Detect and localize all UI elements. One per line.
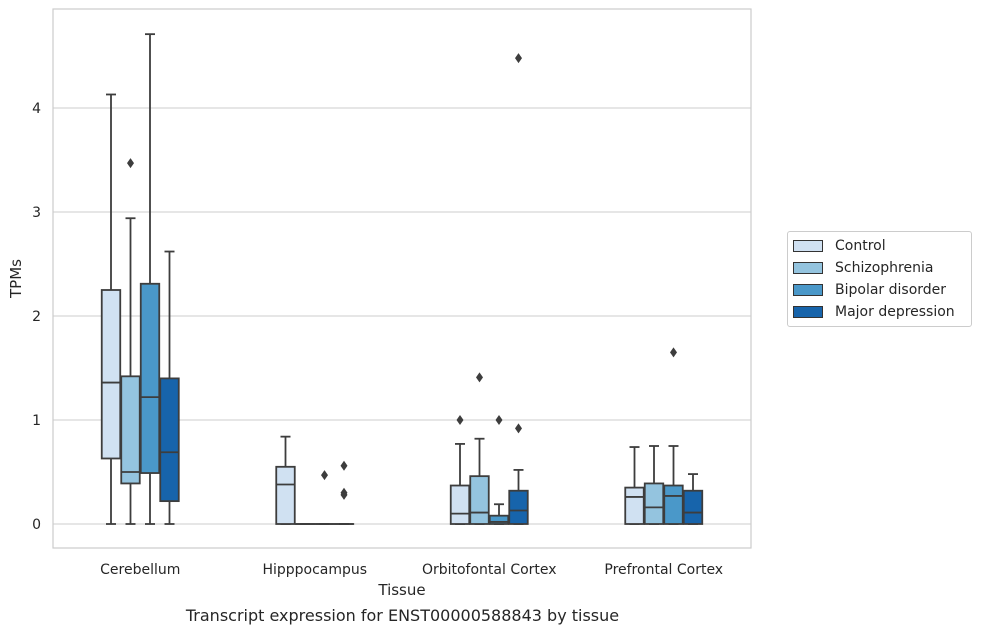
outlier-point (495, 415, 503, 425)
legend-label-major-depression: Major depression (835, 304, 955, 320)
box-iqr (159, 377, 180, 503)
legend-swatch-bipolar-disorder (793, 284, 823, 296)
box-iqr (624, 486, 645, 525)
box-iqr (488, 514, 510, 525)
x-tick-label: Cerebellum (100, 562, 180, 578)
outlier-point (456, 415, 464, 425)
legend-label-control: Control (835, 238, 886, 254)
box-iqr (643, 482, 665, 525)
legend-item-schizophrenia: Schizophrenia (793, 258, 933, 278)
outlier-point (670, 347, 677, 358)
box-iqr (449, 484, 471, 525)
y-tick-label: 0 (32, 517, 41, 533)
legend-swatch-schizophrenia (793, 262, 823, 274)
box-iqr (508, 489, 529, 525)
plot-frame (52, 8, 752, 549)
legend-label-bipolar-disorder: Bipolar disorder (835, 282, 947, 298)
box-control-3 (624, 446, 645, 525)
outlier-point (476, 372, 483, 383)
outlier-point (515, 53, 522, 64)
x-tick-label: Hipppocampus (262, 562, 367, 578)
y-tick-label: 1 (32, 413, 41, 429)
box-control-1 (275, 435, 296, 525)
outlier-point (340, 489, 348, 500)
outlier-point (515, 423, 522, 434)
outlier-point (340, 460, 348, 471)
box-schizophrenia-0 (120, 158, 141, 525)
legend-item-bipolar-disorder: Bipolar disorder (793, 280, 946, 300)
box-major-depression-0 (159, 250, 180, 525)
box-iqr (275, 465, 296, 525)
box-iqr (120, 375, 141, 485)
box-major-depression-1 (333, 460, 355, 525)
outlier-point (321, 470, 328, 481)
x-tick-label: Prefrontal Cortex (604, 562, 723, 578)
legend-label-schizophrenia: Schizophrenia (835, 260, 934, 276)
box-control-0 (100, 93, 122, 525)
box-major-depression-2 (508, 53, 529, 525)
box-bipolar-disorder-0 (139, 33, 161, 525)
box-major-depression-3 (682, 473, 704, 525)
box-iqr (139, 282, 161, 474)
box-bipolar-disorder-1 (314, 470, 335, 525)
y-tick-label: 4 (32, 101, 41, 117)
box-schizophrenia-3 (643, 445, 665, 525)
y-tick-label: 3 (32, 205, 41, 221)
box-control-2 (449, 415, 471, 525)
box-schizophrenia-2 (469, 372, 490, 525)
x-axis-label: Tissue (377, 581, 425, 599)
box-iqr (682, 489, 704, 525)
box-iqr (100, 289, 122, 460)
box-iqr (469, 475, 490, 525)
chart-caption: Transcript expression for ENST0000058884… (185, 606, 620, 625)
chart-legend: Control Schizophrenia Bipolar disorder M… (787, 231, 972, 327)
legend-swatch-control (793, 240, 823, 252)
y-tick-label: 2 (32, 309, 41, 325)
y-axis-label: TPMs (7, 259, 25, 299)
x-tick-label: Orbitofontal Cortex (422, 562, 557, 578)
outlier-point (127, 158, 134, 169)
box-bipolar-disorder-2 (488, 415, 510, 525)
legend-swatch-major-depression (793, 306, 823, 318)
legend-item-major-depression: Major depression (793, 302, 955, 322)
box-iqr (663, 484, 684, 525)
legend-item-control: Control (793, 236, 886, 256)
box-bipolar-disorder-3 (663, 347, 684, 525)
